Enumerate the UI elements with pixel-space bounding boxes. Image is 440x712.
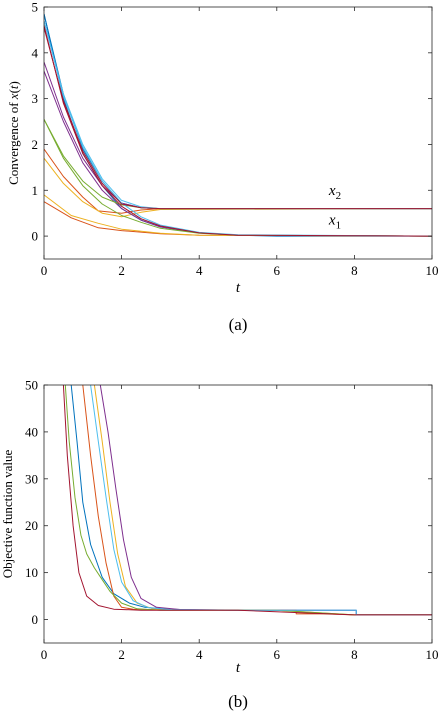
panel-b-x-tick-label: 2 xyxy=(118,647,125,662)
panel-a-x-axis-label: t xyxy=(236,280,241,296)
panel-b-series-line-3 xyxy=(93,385,432,616)
panel-b-x-tick-label: 6 xyxy=(274,647,281,662)
panel-b-y-tick-label: 30 xyxy=(25,471,38,486)
panel-b-caption: (b) xyxy=(228,692,248,711)
panel-a-caption: (a) xyxy=(229,315,248,334)
panel-a-y-tick-label: 4 xyxy=(32,45,39,60)
panel-a-x-tick-label: 0 xyxy=(41,263,48,278)
panel-a-x2-line-4 xyxy=(44,61,432,210)
panel-a-y-axis-label: Convergence of x(t) xyxy=(6,81,21,185)
panel-b-y-axis-label: Objective function value xyxy=(0,450,15,579)
panel-b-y-tick-label: 50 xyxy=(25,378,38,393)
panel-a-x-tick-label: 4 xyxy=(196,263,203,278)
panel-a: 0 2 4 6 8 10 0 1 2 3 4 5 t Convergence of x(t) x2 x1 (a) xyxy=(6,0,439,334)
panel-a-x1-line-2 xyxy=(44,201,432,237)
panel-b-x-tick-label: 10 xyxy=(426,647,439,662)
panel-a-series-group xyxy=(44,13,432,237)
panel-b-y-tick-label: 20 xyxy=(25,518,38,533)
panel-b-x-axis-label: t xyxy=(236,660,241,676)
panel-b-x-tick-label: 4 xyxy=(196,647,203,662)
panel-a-x-tick-label: 6 xyxy=(274,263,281,278)
panel-a-y-tick-label: 5 xyxy=(32,0,39,15)
panel-a-x2-line-3 xyxy=(44,157,432,218)
panel-b-x-tick-label: 8 xyxy=(351,647,358,662)
panel-b-series-line-4 xyxy=(99,385,432,616)
panel-b-series-line-1 xyxy=(70,385,432,616)
panel-a-y-tick-label: 3 xyxy=(32,91,39,106)
panel-b-series-group xyxy=(62,385,432,616)
panel-b-series-line-6 xyxy=(90,385,432,616)
panel-a-x1-line-7 xyxy=(44,25,432,237)
panel-b: 0 2 4 6 8 10 0 10 20 30 40 50 t Objective function va… xyxy=(0,378,439,712)
panel-a-y-tick-label: 2 xyxy=(32,137,39,152)
panel-a-y-tick-label: 0 xyxy=(32,229,39,244)
panel-a-x1-line-1 xyxy=(44,13,432,237)
panel-a-y-tick-label: 1 xyxy=(32,183,39,198)
panel-a-x-tick-label: 8 xyxy=(351,263,358,278)
panel-a-x2-line-7 xyxy=(44,27,432,210)
panel-b-y-tick-label: 0 xyxy=(32,612,39,627)
panel-a-x-tick-label: 2 xyxy=(118,263,125,278)
panel-b-x-tick-label: 0 xyxy=(41,647,48,662)
panel-a-x-tick-label: 10 xyxy=(426,263,439,278)
panel-a-annotation-x1: x1 xyxy=(328,213,341,232)
panel-b-series-line-2 xyxy=(82,385,432,616)
panel-b-series-line-5 xyxy=(64,385,432,616)
panel-b-y-tick-label: 40 xyxy=(25,424,38,439)
panel-b-y-tick-label: 10 xyxy=(25,565,38,580)
panel-a-x2-line-5 xyxy=(44,119,432,210)
panel-a-x1-line-5 xyxy=(44,119,432,237)
panel-a-x1-line-3 xyxy=(44,194,432,237)
panel-b-series-line-7 xyxy=(62,385,432,616)
panel-a-axes-box xyxy=(43,6,433,260)
panel-a-annotation-x2: x2 xyxy=(328,183,341,202)
panel-b-axes-box xyxy=(43,384,433,644)
